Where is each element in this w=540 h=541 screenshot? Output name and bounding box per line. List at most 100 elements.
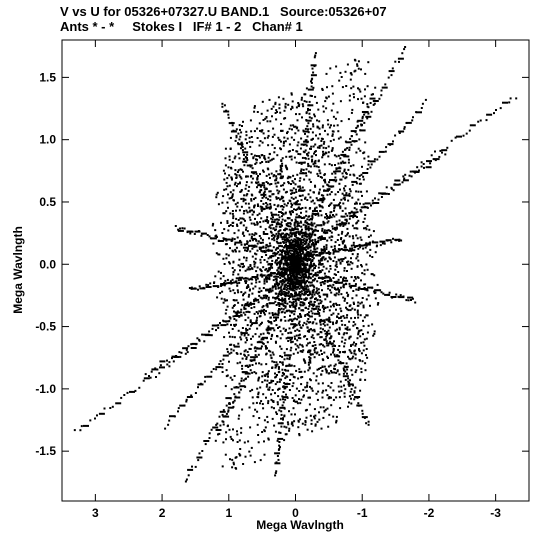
data-point	[281, 215, 283, 218]
data-point	[255, 245, 258, 248]
data-point	[251, 364, 254, 366]
data-point	[332, 348, 335, 350]
data-point	[360, 352, 363, 355]
data-point	[320, 263, 323, 266]
data-point	[302, 279, 305, 282]
data-point	[342, 315, 345, 318]
data-point	[304, 196, 307, 199]
data-point	[277, 242, 280, 245]
data-point	[363, 269, 366, 272]
data-point	[309, 357, 312, 360]
data-point	[344, 218, 347, 221]
data-point	[332, 323, 335, 326]
data-point	[338, 79, 341, 82]
data-point	[267, 438, 270, 441]
data-point	[293, 208, 295, 211]
data-point	[349, 379, 351, 382]
data-point	[240, 333, 243, 336]
data-point	[351, 180, 358, 183]
data-point	[395, 293, 398, 296]
data-point	[293, 202, 296, 205]
data-point	[286, 282, 289, 285]
data-point	[264, 219, 267, 222]
data-point	[262, 192, 265, 195]
data-point	[285, 243, 287, 246]
data-point	[286, 130, 289, 133]
data-point	[256, 223, 259, 226]
data-point	[331, 172, 334, 175]
data-point	[297, 322, 300, 325]
data-point	[339, 258, 342, 261]
data-point	[290, 192, 293, 195]
data-point	[289, 254, 296, 257]
data-point	[286, 168, 289, 171]
data-point	[298, 371, 301, 373]
data-point	[366, 224, 369, 227]
data-point	[255, 238, 257, 241]
data-point	[308, 255, 311, 258]
data-point	[203, 340, 206, 343]
data-point	[347, 309, 350, 312]
data-point	[315, 392, 318, 395]
data-point	[269, 190, 272, 193]
data-point	[257, 181, 260, 184]
data-point	[284, 259, 287, 262]
data-point	[329, 289, 332, 292]
data-point	[347, 405, 349, 408]
data-point	[282, 188, 285, 191]
data-point	[294, 201, 297, 204]
data-point	[215, 252, 218, 255]
data-point	[247, 305, 250, 308]
data-point	[279, 111, 282, 114]
data-point	[326, 221, 329, 224]
data-point	[345, 282, 347, 285]
data-point	[318, 263, 320, 266]
data-point	[291, 247, 294, 250]
data-point	[320, 300, 323, 303]
data-point	[284, 233, 287, 236]
data-point	[245, 310, 248, 313]
data-point	[246, 142, 248, 145]
data-point	[279, 286, 282, 289]
data-point	[348, 94, 351, 97]
data-point	[318, 127, 321, 130]
data-point	[393, 183, 396, 186]
data-point	[305, 274, 308, 277]
data-point	[314, 424, 317, 427]
data-point	[308, 112, 311, 115]
data-point	[168, 365, 171, 368]
data-point	[350, 73, 353, 76]
data-point	[190, 343, 193, 346]
data-point	[322, 256, 325, 259]
data-point	[287, 292, 290, 295]
data-point	[365, 190, 368, 193]
data-point	[267, 320, 270, 323]
data-point	[328, 413, 331, 416]
data-point	[309, 297, 312, 300]
data-point	[334, 268, 337, 271]
data-point	[280, 417, 282, 420]
data-point	[274, 462, 281, 465]
data-point	[304, 271, 307, 274]
data-point	[358, 138, 361, 141]
data-point	[338, 244, 341, 246]
data-point	[269, 205, 272, 208]
data-point	[344, 388, 347, 391]
data-point	[286, 253, 289, 256]
data-point	[233, 375, 236, 377]
data-point	[296, 344, 299, 347]
data-point	[304, 386, 307, 389]
data-point	[319, 205, 322, 207]
data-point	[266, 373, 269, 376]
data-point	[296, 150, 299, 153]
data-point	[362, 325, 365, 328]
data-point	[355, 208, 358, 211]
data-point	[266, 218, 268, 221]
data-point	[376, 158, 379, 161]
data-point	[248, 206, 251, 209]
data-point	[282, 418, 284, 421]
data-point	[306, 428, 309, 431]
data-point	[286, 239, 289, 242]
data-point	[227, 113, 230, 116]
data-point	[281, 404, 284, 407]
